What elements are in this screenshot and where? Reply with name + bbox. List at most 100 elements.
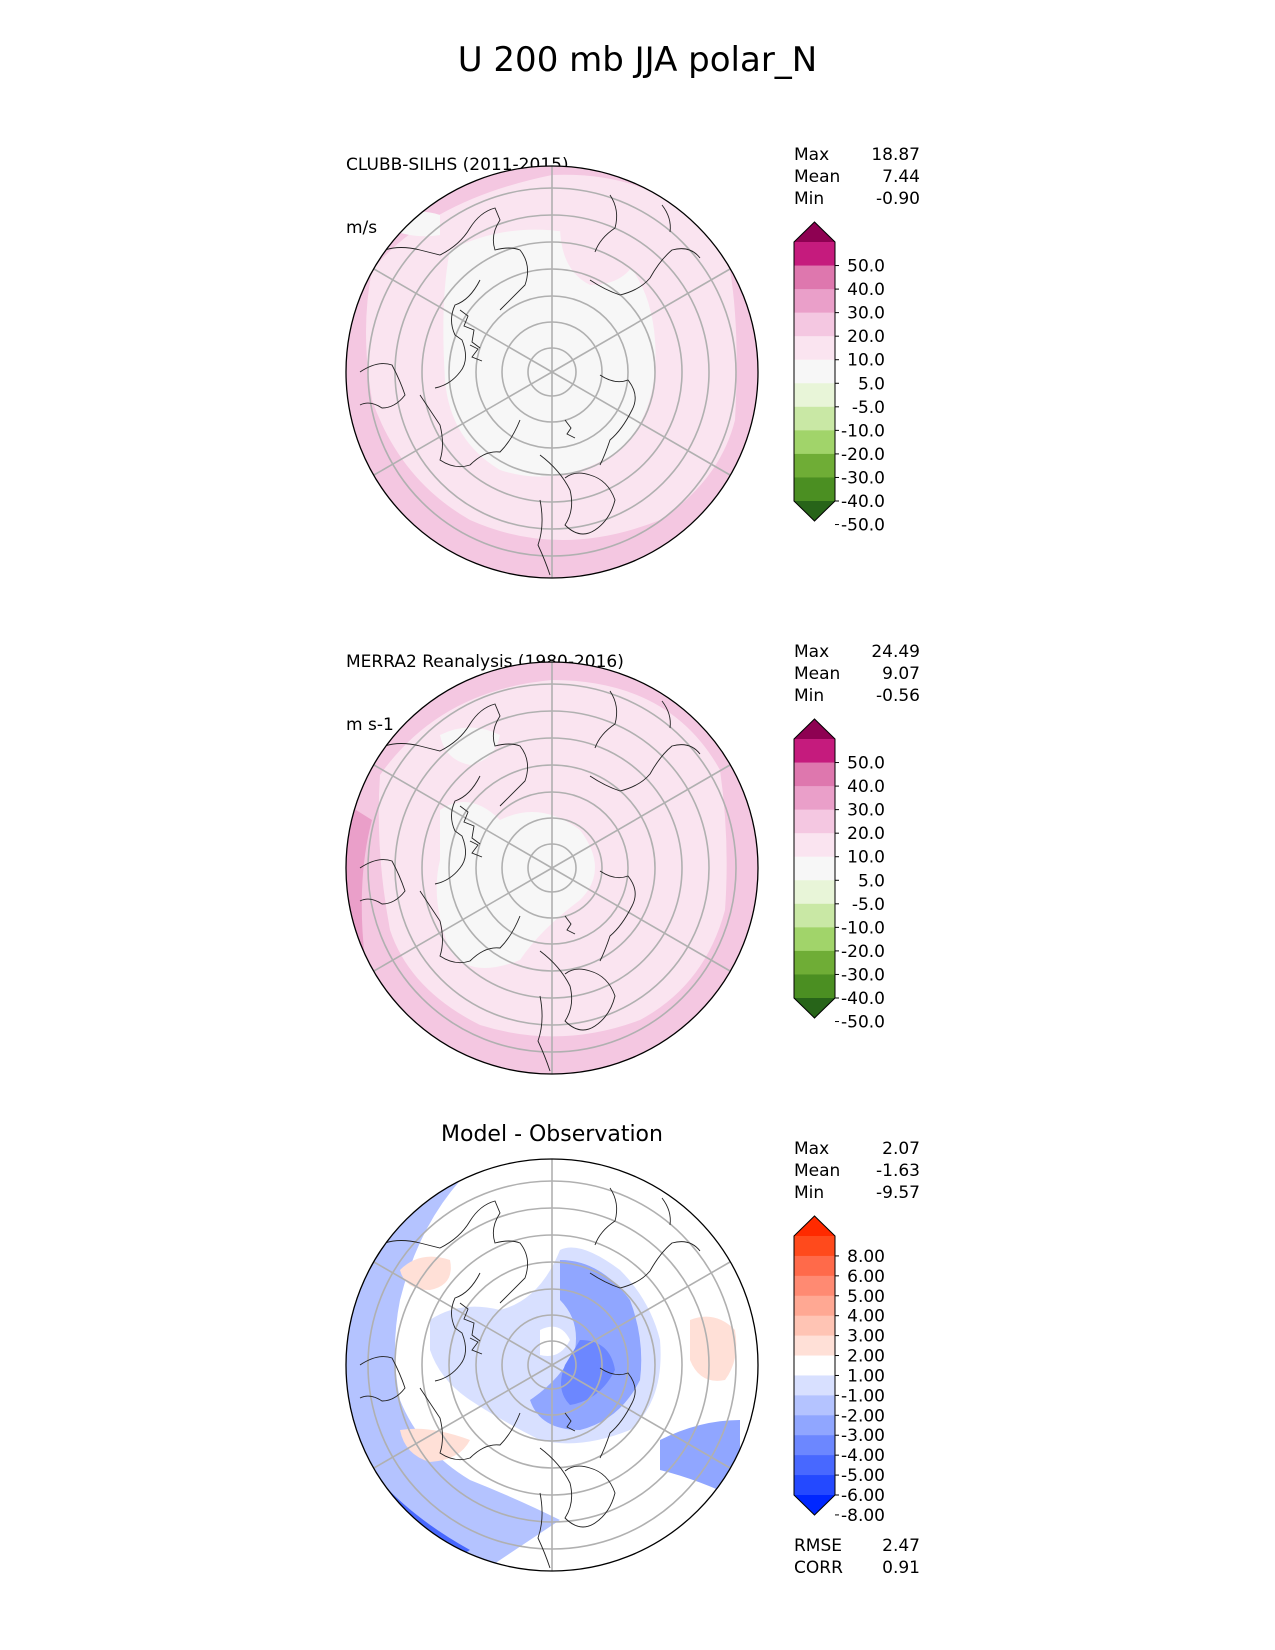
colorbar-tick-label: -50.0 [841, 1013, 885, 1033]
panel1-stats: Max 18.87 Mean 7.44 Min -0.90 [794, 144, 920, 210]
panel2-contour-fill [346, 662, 758, 1074]
colorbar-band [794, 1355, 835, 1376]
colorbar-band [794, 1395, 835, 1416]
panel1-stat-label: Min [794, 189, 825, 209]
colorbar-tick-label: -5.0 [852, 895, 885, 915]
colorbar-tick-label: -8.00 [841, 1506, 885, 1526]
colorbar-tick-label: 10.0 [847, 351, 885, 371]
panel1-map-boundary [345, 165, 759, 579]
colorbar-tick-label: -4.00 [841, 1446, 885, 1466]
colorbar-band [794, 289, 835, 314]
colorbar-band [794, 1455, 835, 1476]
colorbar-band [794, 833, 835, 858]
panel3-stat-value: -1.63 [876, 1161, 920, 1181]
panel3-error-stats: RMSE 2.47 CORR 0.91 [794, 1535, 920, 1579]
panel1-stat-label: Mean [794, 167, 841, 187]
colorbar-band [794, 1315, 835, 1337]
colorbar-tick-label: 40.0 [847, 280, 885, 300]
panel2-map-boundary [345, 661, 759, 1075]
panel3-stats: Max 2.07 Mean -1.63 Min -9.57 [794, 1138, 920, 1204]
panel3-map-boundary [345, 1158, 759, 1572]
colorbar-extend-min [794, 998, 835, 1018]
colorbar-band [794, 950, 835, 975]
colorbar-band [794, 762, 835, 787]
colorbar-extend-min [794, 1495, 835, 1515]
colorbars: 50.0 40.0 30.0 20.0 10.0 5.0 -5.0 -10.0 -20.0 -30… [793, 221, 885, 1526]
colorbar-band [794, 739, 835, 764]
panel3-title: Model - Observation [441, 1122, 663, 1147]
colorbar-tick-label: -3.00 [841, 1426, 885, 1446]
rmse-value: 2.47 [882, 1536, 920, 1556]
colorbar-band [794, 856, 835, 881]
panel2-colorbar: 50.0 40.0 30.0 20.0 10.0 5.0 -5.0 -10.0 -20.0 -30… [793, 718, 885, 1033]
colorbar-tick-label: 50.0 [847, 257, 885, 277]
colorbar-tick-label: 50.0 [847, 754, 885, 774]
panel2-stat-label: Max [794, 642, 830, 662]
figure-title: U 200 mb JJA polar_N [457, 40, 818, 80]
corr-label: CORR [794, 1558, 843, 1578]
panel1-stat-value: 7.44 [882, 167, 920, 187]
colorbar-tick-label: -30.0 [841, 468, 885, 488]
colorbar-tick-label: -1.00 [841, 1386, 885, 1406]
panel3-map [345, 1158, 759, 1572]
colorbar-band [794, 265, 835, 290]
panel2-stat-label: Min [794, 686, 825, 706]
colorbar-band [794, 1335, 835, 1357]
panel2-graticule [367, 662, 737, 1074]
colorbar-tick-label: 6.00 [847, 1267, 885, 1287]
colorbar-extend-max [794, 719, 835, 739]
colorbar-band [794, 1255, 835, 1277]
panel2-units: m s-1 [346, 715, 394, 735]
colorbar-band [794, 1435, 835, 1456]
colorbar-band [794, 1236, 835, 1257]
colorbar-extend-max [794, 222, 835, 242]
colorbar-tick-label: 40.0 [847, 777, 885, 797]
colorbar-tick-label: 30.0 [847, 304, 885, 324]
panel1-graticule [367, 166, 737, 578]
colorbar-tick-label: 30.0 [847, 801, 885, 821]
panel1-stat-label: Max [794, 145, 830, 165]
colorbar-band [794, 383, 835, 408]
panel1-coastlines [359, 194, 701, 576]
colorbar-band [794, 477, 835, 502]
rmse-label: RMSE [794, 1536, 843, 1556]
colorbar-tick-label: -50.0 [841, 516, 885, 536]
panel3-coastlines [359, 1187, 701, 1569]
colorbar-tick-label: -40.0 [841, 989, 885, 1009]
panel1-colorbar: 50.0 40.0 30.0 20.0 10.0 5.0 -5.0 -10.0 -20.0 -30… [793, 221, 885, 536]
panel2-map [345, 661, 759, 1075]
panel1-stat-value: 18.87 [871, 145, 920, 165]
panel2-coastlines [359, 690, 701, 1072]
corr-value: 0.91 [882, 1558, 920, 1578]
colorbar-band [794, 430, 835, 455]
colorbar-tick-label: -10.0 [841, 421, 885, 441]
colorbar-band [794, 1475, 835, 1496]
colorbar-extend-min [794, 501, 835, 521]
panel3-stat-label: Max [794, 1139, 830, 1159]
colorbar-band [794, 927, 835, 952]
colorbar-tick-label: -20.0 [841, 445, 885, 465]
colorbar-tick-label: -40.0 [841, 492, 885, 512]
panel2-stat-value: 9.07 [882, 664, 920, 684]
panel1-map [345, 165, 759, 579]
colorbar-band [794, 1295, 835, 1317]
colorbar-band [794, 242, 835, 267]
colorbar-band [794, 359, 835, 384]
panel2-stat-label: Mean [794, 664, 841, 684]
colorbar-band [794, 809, 835, 834]
colorbar-tick-label: 10.0 [847, 848, 885, 868]
panel3-stat-value: 2.07 [882, 1139, 920, 1159]
colorbar-tick-label: -6.00 [841, 1486, 885, 1506]
colorbar-extend-max [794, 1216, 835, 1236]
colorbar-tick-label: 2.00 [847, 1347, 885, 1367]
panel3-graticule [367, 1159, 737, 1571]
panel1-stat-value: -0.90 [876, 189, 920, 209]
colorbar-band [794, 312, 835, 337]
colorbar-band [794, 453, 835, 478]
colorbar-band [794, 1375, 835, 1396]
colorbar-tick-label: -5.0 [852, 398, 885, 418]
colorbar-band [794, 1415, 835, 1436]
colorbar-band [794, 903, 835, 928]
panel3-colorbar: 8.006.005.004.003.002.001.00-1.00-2.00-3… [793, 1215, 885, 1526]
